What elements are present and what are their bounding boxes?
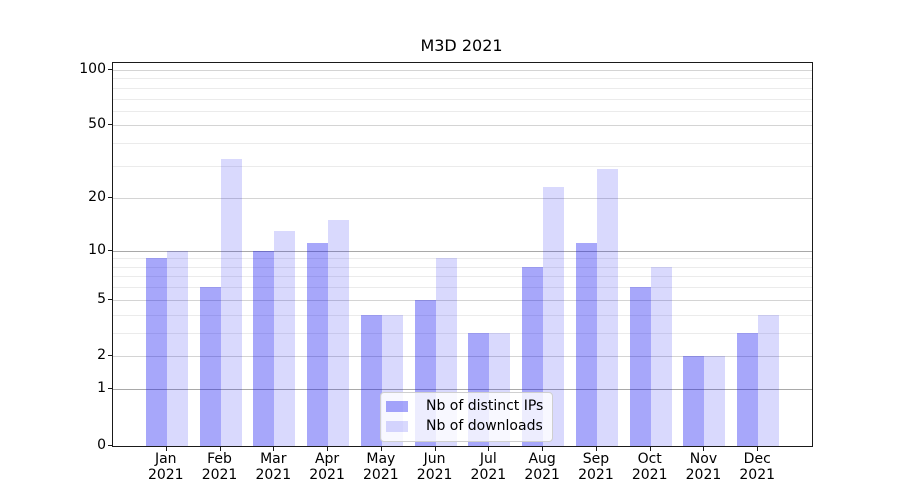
bar-downloads-sep <box>596 168 618 446</box>
bar-downloads-mar <box>274 230 296 446</box>
x-tick-label-dec-2021: Dec 2021 <box>739 451 776 483</box>
x-tick-mark-nov <box>703 447 705 451</box>
bar-downloads-aug <box>543 186 565 446</box>
bar-ips-oct <box>629 287 651 446</box>
bar-ips-nov <box>683 356 705 446</box>
bar-downloads-oct <box>650 266 672 446</box>
x-tick-label-jul-2021: Jul 2021 <box>470 451 507 483</box>
y-tick-label-0: 0 <box>97 437 106 453</box>
x-tick-mark-apr <box>327 447 329 451</box>
gridline-5 <box>113 299 812 301</box>
gridline-1 <box>113 389 812 391</box>
x-tick-mark-jun <box>434 447 436 451</box>
x-tick-label-mar-2021: Mar 2021 <box>255 451 292 483</box>
y-tick-mark-50 <box>108 124 112 126</box>
bar-downloads-feb <box>220 158 242 446</box>
gridline-50 <box>113 125 812 127</box>
gridline-70 <box>113 98 812 100</box>
x-tick-label-jun-2021: Jun 2021 <box>416 451 453 483</box>
gridline-60 <box>113 110 812 112</box>
x-tick-label-apr-2021: Apr 2021 <box>309 451 345 483</box>
bar-ips-dec <box>737 333 759 446</box>
legend-swatch-distinct-ips <box>386 401 408 412</box>
gridline-40 <box>113 143 812 145</box>
gridline-4 <box>113 314 812 316</box>
y-tick-mark-0 <box>108 445 112 446</box>
gridline-8 <box>113 266 812 268</box>
x-tick-mark-feb <box>219 447 221 451</box>
chart-title: M3D 2021 <box>420 36 503 55</box>
y-tick-mark-100 <box>108 68 112 70</box>
legend-label-distinct-ips: Nb of distinct IPs <box>426 398 544 414</box>
bar-ips-feb <box>199 287 221 446</box>
bar-downloads-jan <box>166 250 188 446</box>
legend-item-downloads: Nb of downloads <box>386 419 543 434</box>
legend-swatch-downloads <box>386 421 408 432</box>
y-tick-label-5: 5 <box>97 290 106 307</box>
gridline-90 <box>113 78 812 80</box>
y-tick-mark-5 <box>108 298 112 300</box>
x-tick-mark-mar <box>273 447 275 451</box>
x-tick-mark-aug <box>542 447 544 451</box>
gridline-30 <box>113 166 812 168</box>
y-tick-label-100: 100 <box>79 60 106 77</box>
x-tick-mark-dec <box>757 447 759 451</box>
x-tick-label-oct-2021: Oct 2021 <box>631 451 668 483</box>
x-tick-mark-jan <box>165 447 167 451</box>
x-tick-label-aug-2021: Aug 2021 <box>524 451 560 483</box>
y-tick-label-10: 10 <box>88 241 106 258</box>
gridline-9 <box>113 258 812 260</box>
plot-area: Nb of distinct IPs Nb of downloads <box>112 62 813 447</box>
x-tick-label-may-2021: May 2021 <box>363 451 399 483</box>
y-tick-mark-1 <box>108 388 112 390</box>
gridline-2 <box>113 356 812 358</box>
x-tick-label-feb-2021: Feb 2021 <box>201 451 238 483</box>
bar-ips-apr <box>307 243 329 446</box>
x-tick-mark-oct <box>649 447 651 451</box>
x-tick-label-jan-2021: Jan 2021 <box>147 451 184 483</box>
gridline-80 <box>113 87 812 89</box>
x-tick-mark-jul <box>488 447 490 451</box>
y-tick-label-20: 20 <box>88 188 106 205</box>
y-tick-mark-20 <box>108 196 112 198</box>
y-tick-label-1: 1 <box>97 380 106 397</box>
bar-ips-jan <box>145 258 167 446</box>
y-tick-mark-10 <box>108 249 112 251</box>
x-tick-mark-may <box>380 447 382 451</box>
gridline-3 <box>113 332 812 334</box>
y-tick-label-50: 50 <box>88 116 106 133</box>
y-tick-label-2: 2 <box>97 347 106 364</box>
gridline-100 <box>113 69 812 71</box>
legend-label-downloads: Nb of downloads <box>426 418 543 434</box>
bar-downloads-dec <box>758 314 780 446</box>
legend-item-distinct-ips: Nb of distinct IPs <box>386 399 543 414</box>
x-tick-mark-sep <box>595 447 597 451</box>
y-tick-mark-2 <box>108 355 112 357</box>
bar-ips-mar <box>253 250 275 446</box>
gridline-10 <box>113 250 812 252</box>
x-tick-label-sep-2021: Sep 2021 <box>578 451 614 483</box>
x-tick-label-nov-2021: Nov 2021 <box>685 451 722 483</box>
legend: Nb of distinct IPs Nb of downloads <box>380 392 554 442</box>
bar-ips-sep <box>575 243 597 446</box>
bar-downloads-nov <box>704 356 726 446</box>
gridline-6 <box>113 287 812 289</box>
bar-downloads-apr <box>328 220 350 446</box>
bar-ips-may <box>360 314 382 446</box>
gridline-20 <box>113 197 812 199</box>
gridline-7 <box>113 276 812 278</box>
